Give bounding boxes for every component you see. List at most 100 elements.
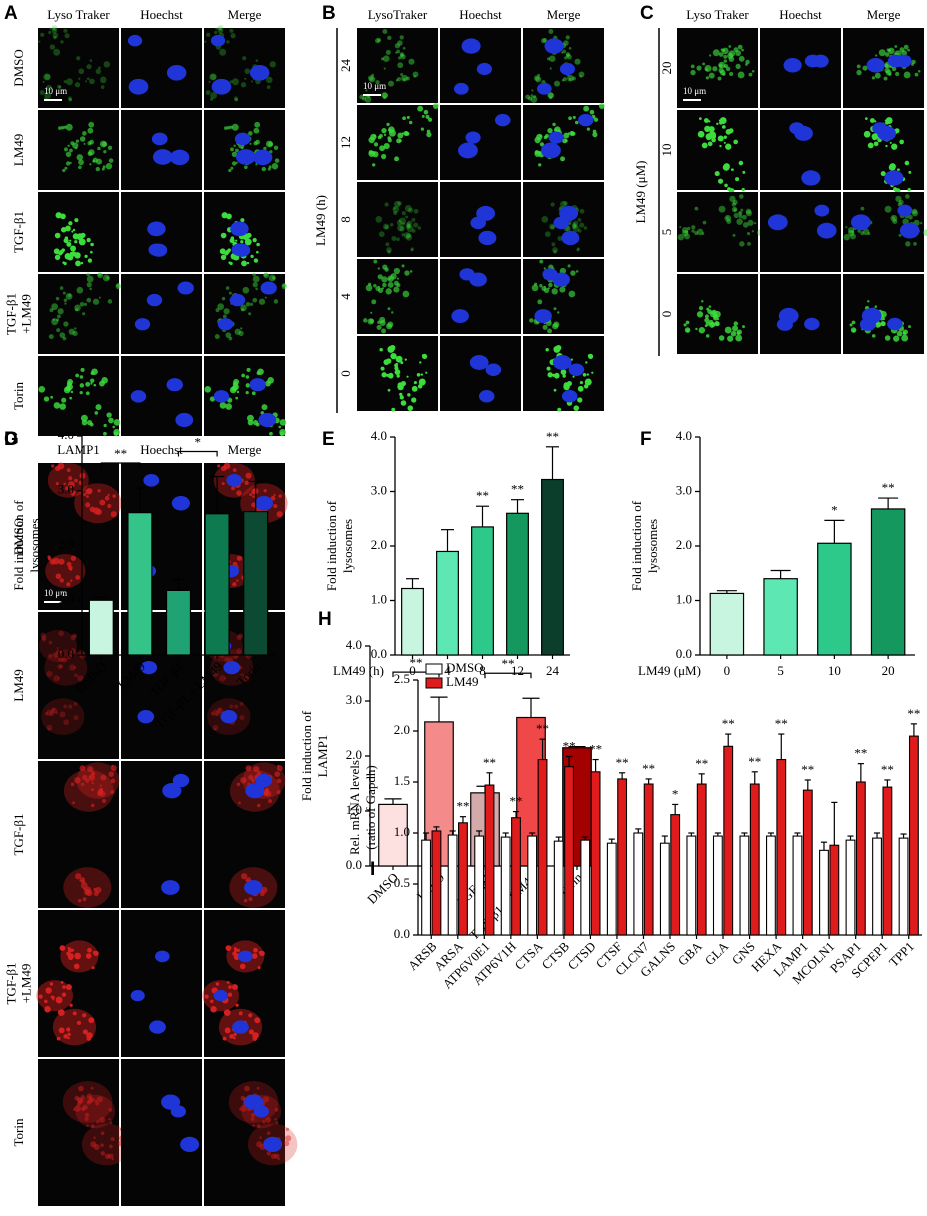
stain: [217, 707, 222, 712]
stain: [724, 214, 732, 222]
nucleus: [801, 170, 821, 186]
stain: [221, 296, 226, 301]
stain: [63, 28, 68, 33]
stain: [48, 30, 52, 35]
stain: [47, 555, 51, 559]
x-tick-label: CTSD: [565, 939, 599, 973]
stain: [873, 141, 879, 147]
nucleus: [217, 318, 234, 331]
stain: [110, 511, 117, 518]
bar: [527, 835, 538, 936]
y-axis-label: lysosomes: [27, 518, 42, 572]
stain: [285, 1135, 292, 1142]
stain: [86, 1036, 92, 1041]
y-tick-label: 0.0: [394, 926, 410, 941]
stain: [58, 656, 64, 662]
stain: [44, 711, 49, 716]
stain: [55, 996, 63, 1004]
nucleus: [244, 880, 263, 895]
stain: [382, 92, 389, 99]
nucleus: [561, 390, 578, 403]
stain: [723, 54, 728, 59]
x-tick-label: 5: [777, 663, 784, 678]
stain: [527, 96, 533, 101]
image-background: [440, 259, 521, 334]
stain: [105, 163, 113, 170]
stain: [252, 420, 259, 426]
stain: [278, 425, 282, 429]
stain: [89, 1096, 92, 1099]
nucleus: [226, 474, 243, 487]
bar: [870, 508, 906, 656]
stain: [87, 765, 94, 773]
row-label: +LM49: [18, 294, 33, 334]
stain: [74, 952, 82, 960]
stain: [51, 707, 56, 712]
stain: [726, 216, 729, 220]
bar: [709, 592, 745, 656]
row-label: TGF-β1: [11, 813, 26, 855]
stain: [530, 95, 538, 103]
stain: [386, 323, 393, 330]
stain: [733, 139, 738, 145]
stain: [74, 777, 81, 784]
x-tick-label: TPP1: [886, 939, 917, 970]
stain: [257, 368, 264, 375]
stain: [389, 223, 394, 227]
stain: [895, 195, 902, 203]
bar: [898, 837, 909, 936]
stain: [907, 214, 913, 220]
stain: [243, 898, 248, 903]
stain: [276, 790, 281, 795]
stain: [576, 248, 580, 252]
nucleus: [461, 38, 481, 54]
stain: [229, 261, 233, 266]
stain: [735, 50, 742, 56]
stain: [206, 32, 211, 37]
y-tick-label: 1.5: [394, 773, 410, 788]
nucleus: [478, 230, 497, 246]
stain: [256, 803, 261, 808]
nucleus: [548, 131, 564, 144]
stain: [874, 72, 881, 79]
stain: [563, 132, 570, 139]
stain: [248, 1029, 254, 1035]
stain: [566, 380, 572, 387]
stain: [249, 302, 254, 306]
stain: [220, 232, 227, 239]
stain: [95, 404, 102, 411]
stain: [401, 233, 405, 237]
stain: [400, 380, 406, 387]
stain: [371, 299, 377, 305]
stain: [252, 1124, 255, 1127]
column-header: Lyso Traker: [47, 7, 110, 22]
image-background: [38, 192, 119, 272]
stain: [432, 103, 439, 109]
stain: [733, 208, 737, 212]
stain: [56, 646, 59, 650]
image-background: [760, 110, 841, 190]
stain: [399, 35, 404, 40]
stain: [46, 84, 52, 91]
stain: [220, 465, 227, 472]
stain: [679, 226, 682, 229]
stain: [557, 236, 563, 241]
stain: [279, 419, 287, 426]
stain: [709, 133, 712, 136]
stain: [110, 790, 115, 795]
stain: [224, 213, 229, 217]
significance-bracket: [100, 462, 141, 469]
stain: [87, 258, 93, 263]
y-tick-label: 2.0: [676, 537, 692, 552]
stain: [67, 1036, 70, 1040]
stain: [75, 575, 81, 580]
stain: [547, 287, 550, 290]
stain: [856, 64, 861, 69]
significance: **: [546, 429, 559, 444]
stain: [102, 274, 110, 282]
stain: [74, 218, 79, 223]
y-tick-label: 0.0: [346, 857, 362, 872]
stain: [90, 803, 95, 808]
stain: [884, 335, 891, 341]
row-label: 0: [338, 370, 353, 377]
